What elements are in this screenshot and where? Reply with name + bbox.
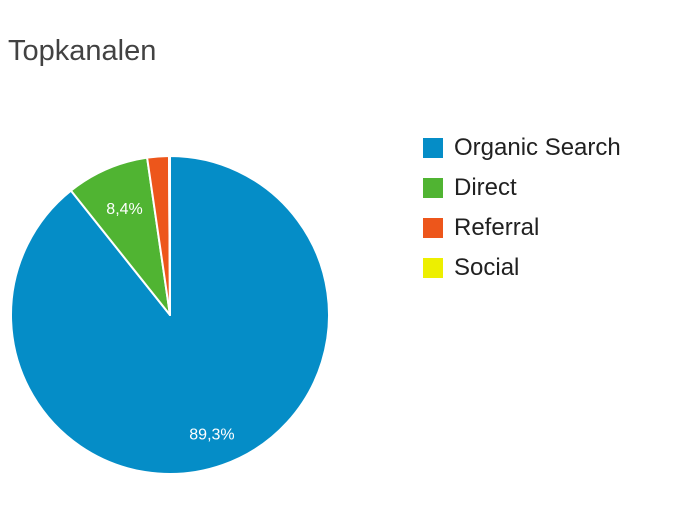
legend-swatch: [423, 178, 443, 198]
legend-label: Direct: [454, 174, 517, 201]
legend-label: Referral: [454, 214, 540, 241]
pie-data-label: 89,3%: [189, 426, 234, 443]
chart-legend: Organic Search Direct Referral Social: [423, 128, 621, 288]
legend-item-organic-search[interactable]: Organic Search: [423, 128, 621, 168]
legend-swatch: [423, 218, 443, 238]
legend-item-direct[interactable]: Direct: [423, 168, 621, 208]
legend-swatch: [423, 138, 443, 158]
legend-label: Social: [454, 254, 520, 281]
pie-data-label: 8,4%: [106, 201, 142, 218]
chart-title: Topkanalen: [8, 35, 157, 67]
pie-slice-social[interactable]: [168, 154, 171, 316]
legend-item-referral[interactable]: Referral: [423, 208, 621, 248]
legend-item-social[interactable]: Social: [423, 248, 621, 288]
legend-label: Organic Search: [454, 134, 621, 161]
legend-swatch: [423, 258, 443, 278]
